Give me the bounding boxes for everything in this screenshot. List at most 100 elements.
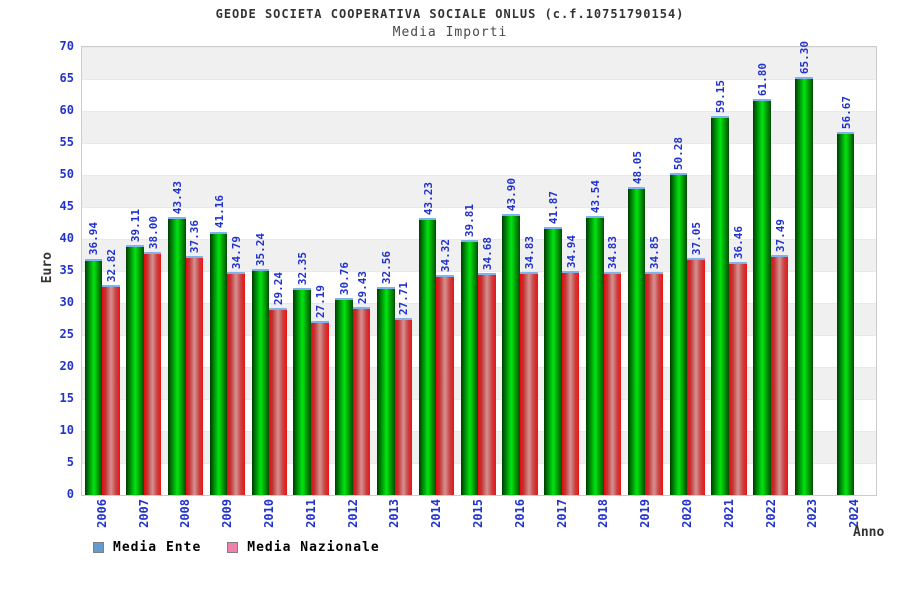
xtick-2008: 2008 (178, 499, 193, 528)
xtick-cell-2015: 2015 (457, 499, 499, 528)
bar-media-nazionale-2017 (561, 271, 580, 495)
bar-media-ente-2011 (293, 287, 312, 495)
bar-media-ente-2020 (669, 173, 688, 495)
bar-group-2017: 41.87 34.94 (542, 47, 584, 495)
bar-media-ente-2022 (753, 99, 771, 495)
bar-media-nazionale-2021 (729, 261, 747, 495)
bar-group-2015: 39.81 34.68 (458, 47, 500, 495)
xtick-cell-2017: 2017 (541, 499, 583, 528)
ytick-55: 55 (59, 135, 74, 149)
bar-value-label-media-ente-2012: 30.76 (338, 262, 352, 296)
bar-value-label-media-ente-2010: 35.24 (254, 233, 268, 267)
bar-value-label-media-nazionale-2015: 34.68 (481, 236, 494, 271)
bar-value-label-media-nazionale-2021: 36.46 (731, 225, 745, 259)
bar-media-ente-2018 (586, 216, 604, 495)
xtick-2014: 2014 (429, 499, 444, 528)
ytick-40: 40 (59, 231, 74, 245)
bar-value-label-media-nazionale-2020: 37.05 (689, 221, 703, 255)
legend-label-media-ente: Media Ente (113, 540, 202, 555)
bar-media-ente-2006 (84, 258, 103, 495)
bar-value-label-media-nazionale-2019: 34.85 (648, 235, 662, 269)
xtick-cell-2022: 2022 (750, 499, 792, 528)
xtick-cell-2008: 2008 (165, 499, 207, 528)
bar-media-ente-2017 (544, 227, 562, 495)
bar-media-nazionale-2014 (436, 275, 454, 495)
bar-media-ente-2010 (251, 269, 270, 495)
legend-item-media-ente: Media Ente (93, 540, 201, 555)
bar-group-2011: 32.35 27.19 (291, 47, 333, 495)
bar-value-label-media-ente-2020: 50.28 (672, 137, 686, 171)
bar-value-label-media-ente-2021: 59.15 (714, 80, 728, 114)
bar-group-2006: 36.94 32.82 (82, 47, 124, 495)
ytick-60: 60 (59, 103, 74, 117)
bar-value-label-media-ente-2018: 43.54 (588, 180, 602, 214)
legend: Media Ente Media Nazionale (93, 540, 380, 555)
xtick-2018: 2018 (596, 499, 611, 528)
xtick-cell-2019: 2019 (624, 499, 666, 528)
xtick-cell-2013: 2013 (374, 499, 416, 528)
plot-area: 36.94 32.82 39.11 38.00 43.43 37.36 41.16 34.79… (81, 41, 877, 496)
bar-value-label-media-ente-2014: 43.23 (421, 182, 435, 216)
legend-item-media-nazionale: Media Nazionale (227, 540, 379, 555)
xtick-2010: 2010 (262, 499, 277, 528)
bar-group-2018: 43.54 34.83 (584, 47, 626, 495)
bar-value-label-media-nazionale-2013: 27.71 (397, 281, 411, 315)
bar-media-ente-2016 (502, 214, 521, 495)
bar-media-ente-2014 (418, 218, 437, 495)
bar-group-2014: 43.23 34.32 (416, 47, 458, 495)
bar-media-ente-2021 (711, 116, 729, 495)
xtick-2013: 2013 (387, 499, 402, 528)
xtick-cell-2023: 2023 (792, 499, 834, 528)
bar-media-nazionale-2020 (687, 257, 705, 495)
chart-subtitle: Media Importi (392, 25, 508, 40)
bar-value-label-media-ente-2023: 65.30 (797, 40, 811, 75)
bar-media-ente-2013 (377, 286, 395, 495)
bar-value-label-media-ente-2022: 61.80 (756, 63, 770, 97)
bar-media-ente-2007 (126, 244, 144, 495)
xtick-2019: 2019 (638, 499, 653, 528)
legend-label-media-nazionale: Media Nazionale (247, 540, 380, 555)
bar-media-nazionale-2019 (645, 271, 663, 495)
ytick-70: 70 (59, 39, 74, 53)
x-axis-ticks: 2006 2007 2008 2009 2010 2011 2012 2013 2014 2015… (81, 499, 875, 528)
xtick-2011: 2011 (303, 499, 318, 528)
ytick-65: 65 (59, 71, 74, 85)
ytick-25: 25 (59, 327, 74, 341)
xtick-cell-2016: 2016 (499, 499, 541, 528)
xtick-2016: 2016 (512, 499, 527, 528)
xtick-2021: 2021 (721, 499, 736, 528)
xtick-2009: 2009 (220, 499, 235, 528)
bar-media-nazionale-2007 (143, 251, 162, 495)
bar-group-2023: 65.30 (793, 41, 835, 495)
xtick-2024: 2024 (847, 499, 862, 528)
bar-value-label-media-ente-2016: 43.90 (505, 177, 519, 212)
bar-media-nazionale-2008 (185, 255, 204, 495)
bar-media-nazionale-2012 (352, 306, 371, 495)
bar-value-label-media-nazionale-2010: 29.24 (272, 271, 286, 305)
xtick-cell-2010: 2010 (248, 499, 290, 528)
xtick-2017: 2017 (554, 499, 569, 528)
bar-media-ente-2008 (168, 217, 186, 495)
bar-media-nazionale-2018 (603, 272, 622, 495)
bar-media-ente-2019 (627, 187, 646, 495)
ytick-0: 0 (66, 487, 74, 501)
xtick-cell-2020: 2020 (666, 499, 708, 528)
xtick-2020: 2020 (680, 499, 695, 528)
xtick-cell-2009: 2009 (206, 499, 248, 528)
bar-value-label-media-ente-2006: 36.94 (87, 222, 101, 256)
xtick-cell-2014: 2014 (415, 499, 457, 528)
bar-value-label-media-ente-2017: 41.87 (547, 190, 561, 225)
ytick-35: 35 (59, 263, 74, 277)
bar-group-2008: 43.43 37.36 (166, 47, 208, 495)
bar-media-ente-2012 (335, 298, 353, 495)
legend-swatch-media-nazionale-icon (227, 542, 239, 553)
ytick-15: 15 (59, 391, 74, 405)
xtick-2022: 2022 (763, 499, 778, 528)
bar-value-label-media-ente-2007: 39.11 (129, 208, 143, 242)
bar-value-label-media-ente-2015: 39.81 (463, 204, 477, 238)
bars-container: 36.94 32.82 39.11 38.00 43.43 37.36 41.16 34.79… (82, 41, 876, 495)
xtick-cell-2006: 2006 (81, 499, 123, 528)
ytick-20: 20 (59, 359, 74, 373)
xtick-2012: 2012 (345, 499, 360, 528)
xtick-2023: 2023 (805, 499, 820, 528)
